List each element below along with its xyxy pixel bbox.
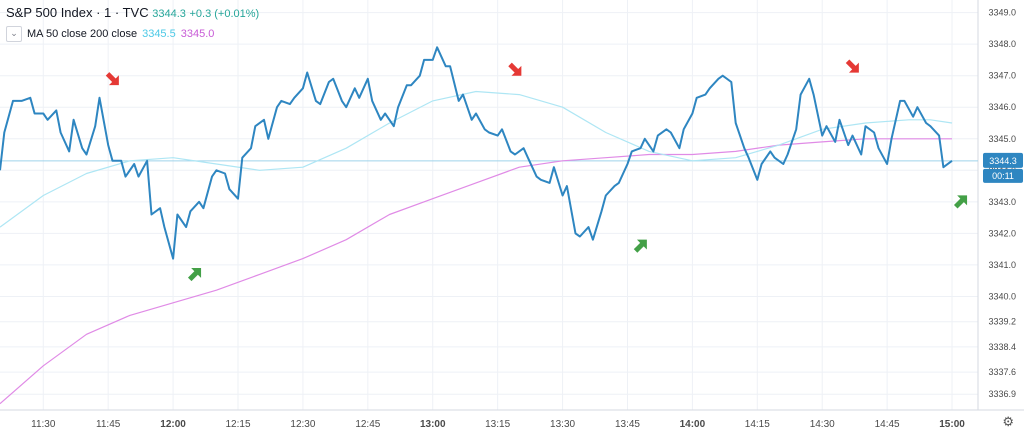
axis-panel-right[interactable] bbox=[978, 0, 1024, 434]
x-tick-label: 13:00 bbox=[420, 419, 446, 430]
ma50-series-line bbox=[0, 90, 953, 228]
arrow-down-icon bbox=[105, 72, 119, 86]
x-axis-ticks: 11:30 11:45 12:00 12:15 12:30 12:45 13:00 13:15… bbox=[31, 419, 965, 430]
x-tick-label: 12:30 bbox=[290, 419, 315, 430]
ma-legend-row[interactable]: ⌄ MA 50 close 200 close 3345.5 3345.0 bbox=[6, 26, 259, 42]
countdown-tag-text: 00:11 bbox=[992, 171, 1014, 181]
arrow-up-icon bbox=[633, 239, 647, 253]
annotation-arrows bbox=[105, 59, 968, 282]
y-tick-label: 3349.0 bbox=[988, 8, 1016, 18]
y-tick-label: 3337.6 bbox=[988, 367, 1016, 377]
arrow-down-icon bbox=[508, 62, 522, 76]
price-series-line bbox=[0, 46, 953, 260]
x-tick-label: 13:15 bbox=[485, 419, 510, 430]
ma200-value: 3345.0 bbox=[180, 28, 215, 40]
ma200-series-line bbox=[0, 138, 952, 405]
arrow-shape bbox=[633, 239, 647, 253]
y-tick-label: 3340.0 bbox=[988, 291, 1016, 301]
y-tick-label: 3339.2 bbox=[988, 317, 1016, 327]
y-tick-label: 3338.4 bbox=[988, 342, 1016, 352]
arrow-shape bbox=[845, 59, 859, 73]
y-tick-label: 3341.0 bbox=[988, 260, 1016, 270]
settings-gear-icon[interactable]: ⚙ bbox=[1002, 414, 1014, 429]
arrow-down-icon bbox=[845, 59, 859, 73]
x-tick-label: 11:30 bbox=[31, 419, 56, 430]
symbol-title: S&P 500 Index · 1 · TVC bbox=[6, 5, 149, 20]
x-tick-label: 12:45 bbox=[355, 419, 380, 430]
chart-legend: S&P 500 Index · 1 · TVC 3344.3 +0.3 (+0.… bbox=[6, 5, 259, 42]
y-tick-label: 3345.0 bbox=[988, 134, 1016, 144]
arrow-up-icon bbox=[187, 268, 202, 282]
x-tick-label: 14:30 bbox=[810, 419, 835, 430]
collapse-chevron-icon[interactable]: ⌄ bbox=[6, 26, 22, 42]
x-tick-label: 15:00 bbox=[939, 419, 965, 430]
x-tick-label: 14:15 bbox=[745, 419, 770, 430]
ma-study-label: MA 50 close 200 close bbox=[27, 28, 138, 40]
ma50-value: 3345.5 bbox=[142, 28, 176, 40]
arrow-shape bbox=[105, 72, 119, 86]
x-tick-label: 11:45 bbox=[96, 419, 121, 430]
grid-lines bbox=[0, 0, 978, 410]
arrow-shape bbox=[187, 268, 202, 282]
last-price-tag-text: 3344.3 bbox=[989, 156, 1017, 166]
y-tick-label: 3336.9 bbox=[988, 389, 1016, 399]
y-tick-label: 3347.0 bbox=[988, 71, 1016, 81]
countdown-tag bbox=[983, 168, 1023, 183]
price-tags: 3344.3 00:11 bbox=[983, 152, 1023, 183]
y-tick-label: 3343.0 bbox=[988, 197, 1016, 207]
x-tick-label: 14:45 bbox=[875, 419, 900, 430]
price-change-value: +0.3 (+0.01%) bbox=[189, 8, 260, 20]
x-tick-label: 13:45 bbox=[615, 419, 640, 430]
series-lines bbox=[0, 46, 978, 405]
y-tick-label: 3346.0 bbox=[988, 102, 1016, 112]
x-tick-label: 12:00 bbox=[160, 419, 186, 430]
x-tick-label: 13:30 bbox=[550, 419, 575, 430]
x-tick-label: 14:00 bbox=[680, 419, 706, 430]
last-price-tag bbox=[983, 152, 1023, 168]
symbol-legend-row[interactable]: S&P 500 Index · 1 · TVC 3344.3 +0.3 (+0.… bbox=[6, 5, 259, 20]
y-tick-label: 3342.0 bbox=[988, 228, 1016, 238]
arrow-shape bbox=[953, 195, 968, 209]
arrow-shape bbox=[508, 62, 522, 76]
y-tick-label: 3348.0 bbox=[988, 39, 1016, 49]
arrow-up-icon bbox=[953, 195, 968, 209]
last-price-value: 3344.3 bbox=[152, 8, 186, 20]
x-tick-label: 12:15 bbox=[225, 419, 250, 430]
